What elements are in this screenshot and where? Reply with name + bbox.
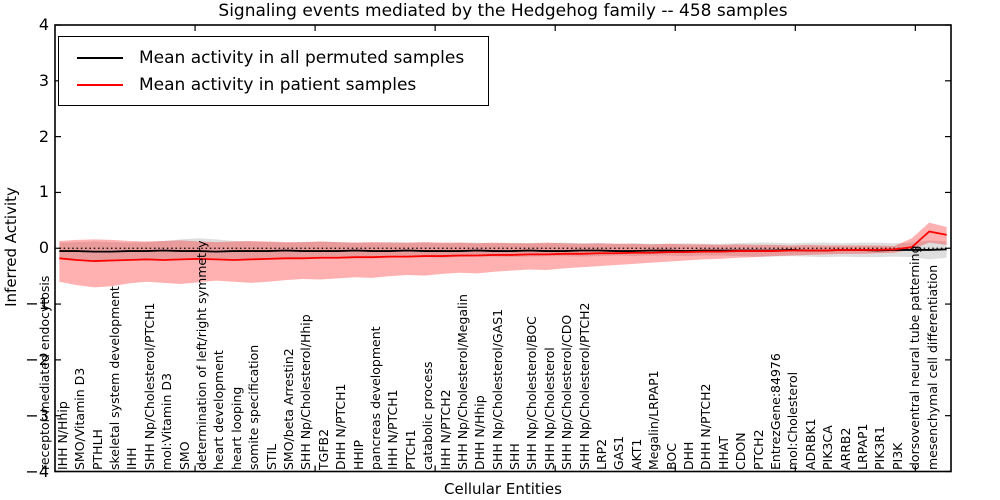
legend-item-patient: Mean activity in patient samples	[67, 71, 464, 98]
patient-line-swatch	[77, 83, 123, 86]
y-axis-label: Inferred Activity	[2, 187, 20, 307]
patient-mean-line	[59, 230, 947, 262]
permuted-line-swatch	[77, 56, 123, 59]
legend: Mean activity in all permuted samples Me…	[58, 36, 490, 106]
legend-label: Mean activity in patient samples	[139, 74, 417, 95]
x-axis-label: Cellular Entities	[444, 480, 562, 498]
chart-title: Signaling events mediated by the Hedgeho…	[218, 1, 788, 21]
legend-label: Mean activity in all permuted samples	[139, 47, 465, 68]
permuted-range-band	[59, 238, 947, 261]
legend-item-permuted: Mean activity in all permuted samples	[67, 44, 464, 71]
plot-border	[54, 24, 952, 473]
